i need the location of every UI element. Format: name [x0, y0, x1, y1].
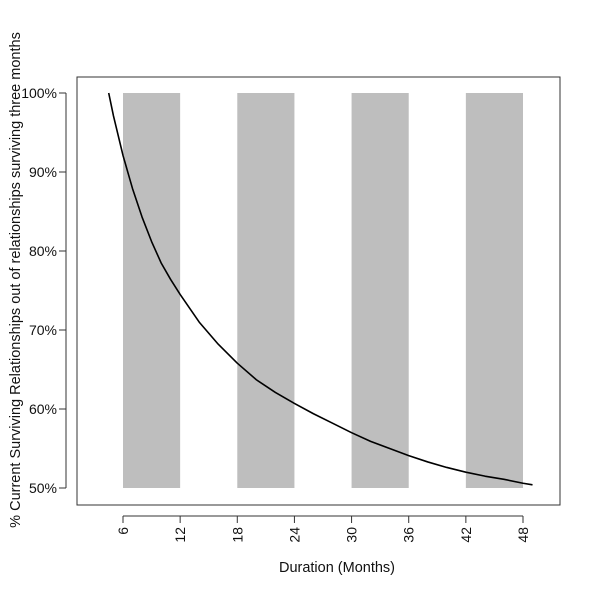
y-axis: 50% 60% 70% 80% 90% 100% [21, 85, 67, 496]
line-layer [107, 92, 533, 486]
shaded-band-1 [123, 93, 181, 488]
shaded-band-3 [351, 93, 409, 488]
plot-frame [76, 76, 561, 506]
x-tick-label-6: 6 [115, 527, 131, 535]
bands-layer [123, 93, 523, 488]
shaded-band-4 [465, 93, 523, 488]
y-tick-label-60: 60% [29, 401, 57, 417]
x-tick-label-48: 48 [515, 527, 531, 543]
x-tick-label-24: 24 [286, 527, 302, 543]
x-tick-label-42: 42 [458, 527, 474, 543]
x-axis-label: Duration (Months) [279, 560, 395, 576]
x-tick-label-18: 18 [229, 527, 245, 543]
y-tick-label-50: 50% [29, 480, 57, 496]
x-tick-label-30: 30 [344, 527, 360, 543]
y-tick-label-100: 100% [21, 85, 57, 101]
y-tick-label-90: 90% [29, 164, 57, 180]
x-tick-label-12: 12 [172, 527, 188, 543]
y-tick-label-70: 70% [29, 322, 57, 338]
x-tick-label-36: 36 [401, 527, 417, 543]
survival-curve-line [107, 92, 533, 486]
shaded-band-2 [237, 93, 295, 488]
y-tick-label-80: 80% [29, 243, 57, 259]
y-axis-label: % Current Surviving Relationships out of… [8, 32, 24, 528]
x-axis: 6 12 18 24 30 36 42 48 [115, 515, 531, 543]
